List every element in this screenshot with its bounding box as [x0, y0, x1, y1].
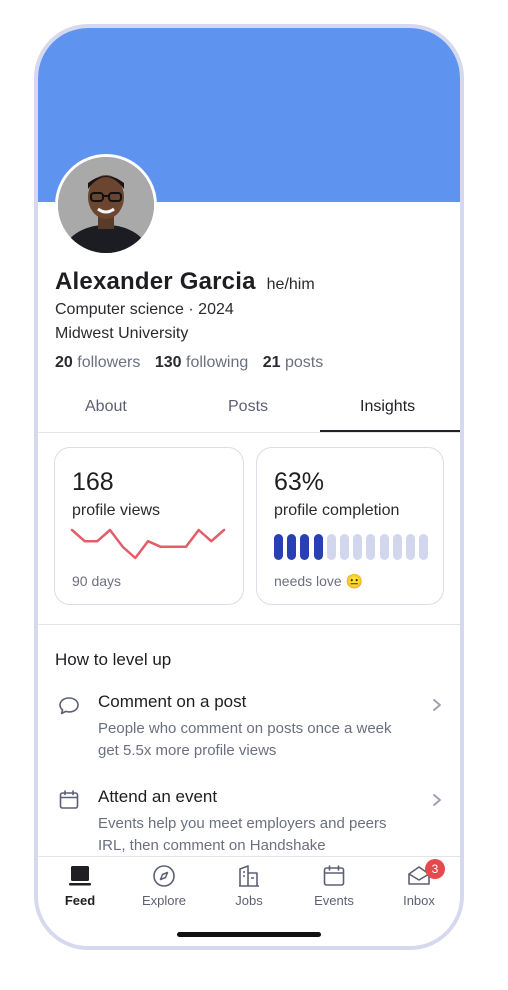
profile-stats: 20 followers 130 following 21 posts — [55, 354, 323, 372]
profile-school: Midwest University — [55, 325, 189, 342]
profile-views-period: 90 days — [72, 573, 122, 589]
compass-icon — [153, 865, 175, 887]
chevron-right-icon[interactable] — [430, 793, 444, 807]
profile-name-row: Alexander Garcia he/him — [55, 268, 315, 296]
completion-segment-empty — [379, 534, 389, 560]
buildings-icon — [239, 865, 259, 887]
nav-jobs[interactable]: Jobs — [209, 863, 289, 908]
profile-views-card[interactable]: 168 profile views 90 days — [54, 447, 244, 605]
avatar-photo — [58, 157, 154, 253]
profile-major-year: Computer science · 2024 — [55, 301, 234, 318]
completion-segment-empty — [353, 534, 363, 560]
profile-views-count: 168 — [72, 468, 114, 496]
tip-title-comment[interactable]: Comment on a post — [98, 692, 247, 711]
avatar[interactable] — [55, 154, 157, 256]
nav-feed-label: Feed — [64, 893, 96, 908]
completion-segment-empty — [419, 534, 429, 560]
tip-desc-event: Events help you meet employers and peers… — [98, 815, 387, 854]
tip-desc-comment: People who comment on posts once a week … — [98, 720, 392, 759]
completion-segment-empty — [340, 534, 349, 560]
tab-posts[interactable]: Posts — [228, 398, 269, 415]
nav-jobs-label: Jobs — [235, 893, 263, 908]
home-indicator — [177, 932, 321, 937]
nav-explore[interactable]: Explore — [124, 863, 204, 908]
tip-title-event[interactable]: Attend an event — [98, 787, 218, 806]
completion-segment-empty — [326, 534, 336, 560]
tab-about[interactable]: About — [85, 398, 127, 415]
profile-completion-label: profile completion — [274, 502, 400, 519]
feed-icon — [69, 866, 91, 886]
profile-name: Alexander Garcia — [55, 268, 256, 295]
section-divider — [38, 624, 460, 625]
completion-segment-filled — [274, 534, 283, 560]
calendar-icon — [59, 790, 79, 809]
chevron-right-icon[interactable] — [430, 698, 444, 712]
phone-frame: Alexander Garcia he/him Computer science… — [34, 24, 464, 950]
profile-completion-note: needs love 😐 — [274, 573, 364, 589]
completion-segment-filled — [313, 534, 323, 560]
nav-explore-label: Explore — [141, 893, 187, 908]
followers-stat[interactable]: 20 followers — [55, 354, 141, 371]
profile-tabs: About Posts Insights — [38, 390, 460, 433]
active-tab-indicator — [320, 430, 460, 432]
profile-completion-percent: 63% — [274, 468, 325, 496]
tab-insights[interactable]: Insights — [360, 398, 416, 415]
nav-inbox[interactable]: 3 Inbox — [379, 859, 459, 908]
calendar-icon — [323, 865, 345, 886]
inbox-unread-badge: 3 — [425, 859, 445, 879]
profile-views-trend-line — [70, 528, 226, 560]
profile-views-sparkline — [70, 528, 226, 560]
level-up-title: How to level up — [55, 650, 172, 669]
posts-stat[interactable]: 21 posts — [262, 354, 324, 371]
bottom-nav: Feed Explore Jobs Ev — [38, 856, 460, 946]
profile-completion-meter — [274, 534, 434, 560]
nav-events-label: Events — [314, 893, 354, 908]
inbox-icon — [408, 866, 430, 885]
following-stat[interactable]: 130 following — [154, 354, 249, 371]
completion-segment-empty — [366, 534, 376, 560]
completion-segment-filled — [287, 534, 297, 560]
profile-views-label: profile views — [72, 502, 161, 519]
completion-segment-filled — [300, 534, 310, 560]
profile-completion-card[interactable]: 63% profile completion needs love 😐 — [256, 447, 444, 605]
nav-feed[interactable]: Feed — [40, 863, 120, 908]
nav-events[interactable]: Events — [294, 863, 374, 908]
nav-inbox-label: Inbox — [403, 893, 435, 908]
completion-segment-empty — [392, 534, 402, 560]
completion-segment-empty — [406, 534, 415, 560]
profile-pronouns: he/him — [266, 276, 315, 293]
chat-bubble-icon — [59, 697, 79, 715]
